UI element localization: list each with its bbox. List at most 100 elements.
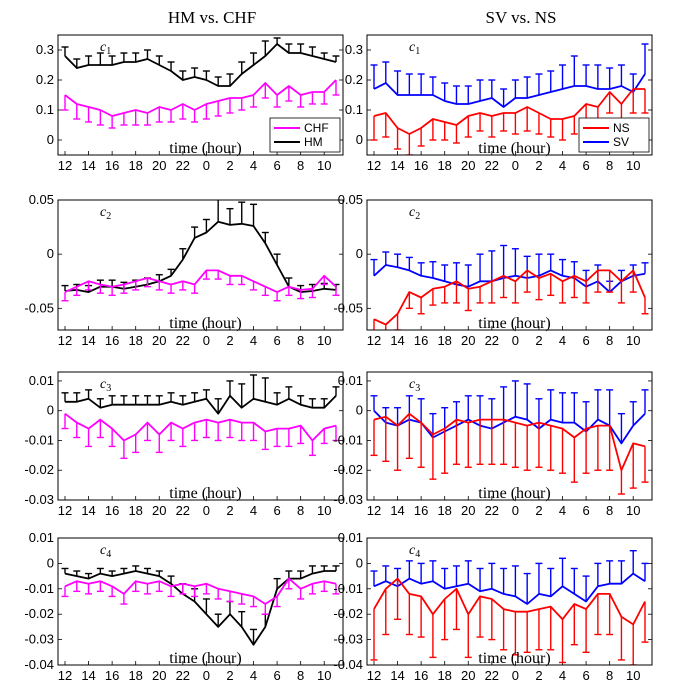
chart-panel-6: -0.03 -0.02 -0.01 0 0.01 12 14 16 18 20 22 0 2 4 6 8 10 c… xyxy=(333,371,653,518)
x-axis-label: time (hour) xyxy=(478,485,550,502)
x-tick-label: 8 xyxy=(297,668,304,683)
x-tick-label: 10 xyxy=(626,158,640,173)
y-tick-label: 0.2 xyxy=(345,72,363,87)
panel-label: c4 xyxy=(409,543,420,560)
y-tick-label: -0.01 xyxy=(24,581,54,596)
y-tick-label: 0 xyxy=(47,132,54,147)
x-tick-label: 2 xyxy=(226,503,233,518)
y-tick-label: 0.05 xyxy=(29,192,54,207)
x-tick-label: 2 xyxy=(226,333,233,348)
x-axis-label: time (hour) xyxy=(478,315,550,332)
x-tick-label: 20 xyxy=(152,503,166,518)
x-tick-label: 2 xyxy=(535,158,542,173)
y-tick-label: -0.03 xyxy=(24,632,54,647)
x-axis-label: time (hour) xyxy=(169,140,241,157)
plot-area xyxy=(367,200,652,330)
chart-panel-7: -0.04 -0.03 -0.02 -0.01 0 0.01 12 14 16 18 20 22 0 2 4… xyxy=(24,530,344,683)
chart-panel-5: -0.03 -0.02 -0.01 0 0.01 12 14 16 18 20 22 0 2 4 6 8 10 c… xyxy=(24,371,344,518)
y-tick-label: 0 xyxy=(356,555,363,570)
x-tick-label: 2 xyxy=(226,668,233,683)
x-tick-label: 0 xyxy=(512,668,519,683)
y-tick-label: -0.05 xyxy=(24,300,54,315)
series-line-chf xyxy=(64,412,337,442)
axes-frame xyxy=(366,537,653,666)
axes-frame xyxy=(57,199,344,331)
legend-label-hm: HM xyxy=(304,135,323,149)
x-tick-label: 12 xyxy=(367,333,381,348)
x-tick-label: 16 xyxy=(414,503,428,518)
panel-label-subscript: 2 xyxy=(415,211,420,222)
y-tick-label: 0 xyxy=(47,246,54,261)
series-line-hm xyxy=(65,394,337,415)
x-tick-label: 20 xyxy=(461,503,475,518)
x-tick-label: 8 xyxy=(297,333,304,348)
x-tick-label: 4 xyxy=(559,668,566,683)
panel-label: c3 xyxy=(409,377,420,394)
column-title-left: HM vs. CHF xyxy=(168,8,256,27)
y-tick-label: -0.04 xyxy=(333,657,363,672)
series-line-sv xyxy=(373,73,646,108)
y-tick-label: 0 xyxy=(356,246,363,261)
x-tick-label: 22 xyxy=(176,503,190,518)
x-tick-label: 2 xyxy=(226,158,233,173)
legend-box xyxy=(578,117,650,153)
x-tick-label: 0 xyxy=(512,333,519,348)
x-tick-label: 2 xyxy=(535,503,542,518)
x-tick-label: 14 xyxy=(81,333,95,348)
series-line-chf xyxy=(64,269,337,294)
x-tick-label: 18 xyxy=(128,158,142,173)
y-tick-label: -0.04 xyxy=(24,657,54,672)
series-line-hm xyxy=(64,43,337,87)
y-tick-label: 0.01 xyxy=(338,373,363,388)
y-tick-label: 0.3 xyxy=(36,42,54,57)
x-tick-label: 10 xyxy=(626,333,640,348)
y-tick-label: -0.01 xyxy=(333,432,363,447)
x-tick-label: 22 xyxy=(485,333,499,348)
series-line-ns xyxy=(373,412,646,472)
chart-panel-8: -0.04 -0.03 -0.02 -0.01 0 0.01 12 14 16 18 20 22 0 2 4… xyxy=(333,530,653,683)
y-tick-label: -0.02 xyxy=(24,606,54,621)
axes-frame xyxy=(57,371,344,501)
x-tick-label: 4 xyxy=(559,158,566,173)
x-axis-label: time (hour) xyxy=(169,485,241,502)
x-tick-label: 20 xyxy=(152,158,166,173)
x-tick-label: 0 xyxy=(203,668,210,683)
series-group xyxy=(370,380,649,495)
x-tick-label: 10 xyxy=(317,158,331,173)
x-tick-label: 10 xyxy=(317,668,331,683)
panel-label-subscript: 4 xyxy=(106,549,111,560)
x-tick-label: 14 xyxy=(81,503,95,518)
series-line-chf xyxy=(64,79,337,117)
x-axis-label: time (hour) xyxy=(169,650,241,667)
x-tick-label: 18 xyxy=(128,668,142,683)
series-group xyxy=(61,565,340,646)
x-tick-label: 12 xyxy=(58,158,72,173)
x-tick-label: 16 xyxy=(414,668,428,683)
legend-label-ns: NS xyxy=(613,121,630,135)
x-tick-label: 20 xyxy=(461,668,475,683)
x-tick-label: 14 xyxy=(81,158,95,173)
x-tick-label: 12 xyxy=(58,503,72,518)
x-tick-label: 20 xyxy=(461,333,475,348)
y-tick-label: -0.01 xyxy=(24,432,54,447)
panel-label: c3 xyxy=(100,377,111,394)
series-group xyxy=(61,374,340,460)
x-tick-label: 12 xyxy=(367,668,381,683)
y-tick-label: 0.3 xyxy=(345,42,363,57)
x-tick-label: 6 xyxy=(273,158,280,173)
axes-frame xyxy=(57,34,344,156)
y-tick-label: 0 xyxy=(356,403,363,418)
panel-label-subscript: 4 xyxy=(415,549,420,560)
x-tick-label: 22 xyxy=(176,668,190,683)
y-tick-label: 0.01 xyxy=(338,530,363,545)
y-tick-label: 0.05 xyxy=(338,192,363,207)
panel-label: c4 xyxy=(100,543,111,560)
x-tick-label: 8 xyxy=(606,158,613,173)
x-tick-label: 16 xyxy=(105,668,119,683)
y-tick-label: -0.05 xyxy=(333,300,363,315)
y-tick-label: 0 xyxy=(356,132,363,147)
panel-label: c1 xyxy=(100,40,111,57)
x-tick-label: 6 xyxy=(582,158,589,173)
x-tick-label: 4 xyxy=(250,668,257,683)
